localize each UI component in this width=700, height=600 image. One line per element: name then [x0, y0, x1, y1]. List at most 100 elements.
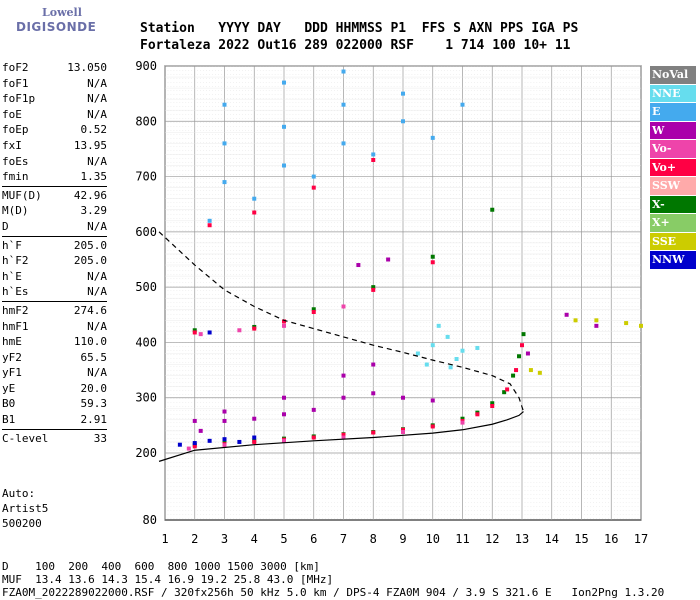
echo-point-x [490, 401, 495, 406]
legend-item-nne: NNE [650, 84, 696, 102]
echo-point-vo [341, 432, 346, 437]
echo-point-w [282, 412, 286, 417]
echo-point-vo [192, 330, 197, 335]
param-row: fmin 1.35 [2, 169, 107, 185]
params-separator [2, 300, 107, 302]
echo-point-nne [424, 362, 429, 367]
param-value: 2.91 [80, 413, 108, 427]
echo-point-w [192, 418, 197, 423]
echo-point-x [192, 328, 197, 333]
x-tick-label: 17 [634, 532, 648, 546]
param-value: 110.0 [73, 335, 107, 349]
echo-point-x [430, 254, 435, 259]
x-tick-label: 8 [370, 532, 377, 546]
echo-point-vo [311, 435, 316, 440]
param-name: hmF2 [2, 303, 29, 317]
y-tick-label: 400 [135, 335, 157, 349]
param-name: foF1p [2, 92, 36, 106]
echo-point-vo [514, 368, 519, 373]
x-tick-label: 9 [399, 532, 406, 546]
param-row: yE 20.0 [2, 381, 107, 397]
echo-point-e [282, 80, 286, 85]
param-value: N/A [87, 154, 107, 168]
x-tick-label: 4 [251, 532, 258, 546]
param-row: h`F 205.0 [2, 238, 107, 254]
params-separator [2, 185, 107, 187]
echo-point-nne [415, 351, 420, 356]
echo-point-x [490, 207, 495, 212]
echo-point-vo [341, 304, 346, 309]
param-row: D N/A [2, 219, 107, 235]
param-value: 274.6 [73, 303, 107, 317]
echo-point-vo [186, 446, 191, 451]
echo-point-vo [430, 424, 435, 429]
echo-point-x [460, 416, 465, 421]
plasma-frequency-profile-dashed [158, 231, 525, 412]
param-row: hmF2 274.6 [2, 303, 107, 319]
echo-point-sse [573, 318, 578, 323]
echo-point-w [222, 418, 227, 423]
echo-point-vo [401, 427, 405, 432]
echo-point-nne [445, 334, 450, 339]
param-value: 59.3 [80, 397, 108, 411]
x-tick-label: 10 [426, 532, 440, 546]
param-name: foEp [2, 123, 29, 137]
echo-point-e [311, 174, 316, 179]
param-value: N/A [87, 319, 107, 333]
param-name: C-level [2, 431, 49, 445]
echo-point-e [401, 91, 405, 96]
auto-label: Auto: [2, 487, 36, 500]
param-row: h`Es N/A [2, 284, 107, 300]
echo-point-w [198, 428, 203, 433]
auto-version: 500200 [2, 517, 42, 530]
echo-point-w [311, 407, 316, 412]
param-name: foEs [2, 154, 29, 168]
x-tick-label: 3 [221, 532, 228, 546]
param-value: 13.050 [67, 61, 107, 74]
legend-item-e: E [650, 103, 696, 121]
param-value: N/A [87, 285, 107, 299]
param-value: N/A [87, 219, 107, 233]
param-name: fmin [2, 170, 29, 184]
autoscaling-info: Auto: Artist5 500200 [2, 486, 48, 531]
echo-point-nne [475, 345, 480, 350]
header-values: Fortaleza 2022 Out16 289 022000 RSF 1 71… [140, 38, 571, 53]
echo-point-vo [252, 326, 257, 331]
echo-point-vo [198, 332, 203, 337]
echo-point-x [521, 332, 526, 337]
param-row: foF1p N/A [2, 91, 107, 107]
echo-point-vo [222, 443, 227, 448]
echo-point-nnw [192, 441, 197, 446]
y-tick-label: 600 [135, 225, 157, 239]
y-tick-label: 300 [135, 391, 157, 405]
echo-point-w [430, 398, 435, 403]
echo-point-x [311, 307, 316, 312]
param-name: yF1 [2, 366, 22, 380]
footer-distance: D 100 200 400 600 800 1000 1500 3000 [km… [2, 560, 320, 573]
param-name: B1 [2, 413, 16, 427]
param-value: N/A [87, 366, 107, 380]
param-row: yF2 65.5 [2, 350, 107, 366]
echo-point-vo [311, 185, 316, 190]
legend-item-vo: Vo- [650, 140, 696, 158]
legend-item-vo: Vo+ [650, 158, 696, 176]
param-value: 205.0 [73, 254, 107, 268]
echo-point-w [401, 395, 405, 400]
legend-item-sse: SSE [650, 232, 696, 250]
echo-point-x [511, 373, 516, 378]
echo-point-w [222, 409, 227, 414]
param-name: hmF1 [2, 319, 29, 333]
auto-software: Artist5 [2, 502, 49, 515]
param-row: M(D) 3.29 [2, 203, 107, 219]
param-name: fxI [2, 138, 22, 152]
param-row: MUF(D) 42.96 [2, 188, 107, 204]
param-name: foF1 [2, 76, 29, 90]
x-tick-label: 13 [515, 532, 529, 546]
echo-point-nnw [252, 435, 257, 440]
param-name: MUF(D) [2, 188, 42, 202]
echo-point-w [341, 395, 346, 400]
polarization-legend: NoVal NNE E W Vo- Vo+ SSW X- X+ SSE NNW [650, 66, 696, 270]
echo-point-w [356, 263, 361, 268]
echo-point-x [517, 354, 522, 359]
param-value: N/A [87, 107, 107, 121]
